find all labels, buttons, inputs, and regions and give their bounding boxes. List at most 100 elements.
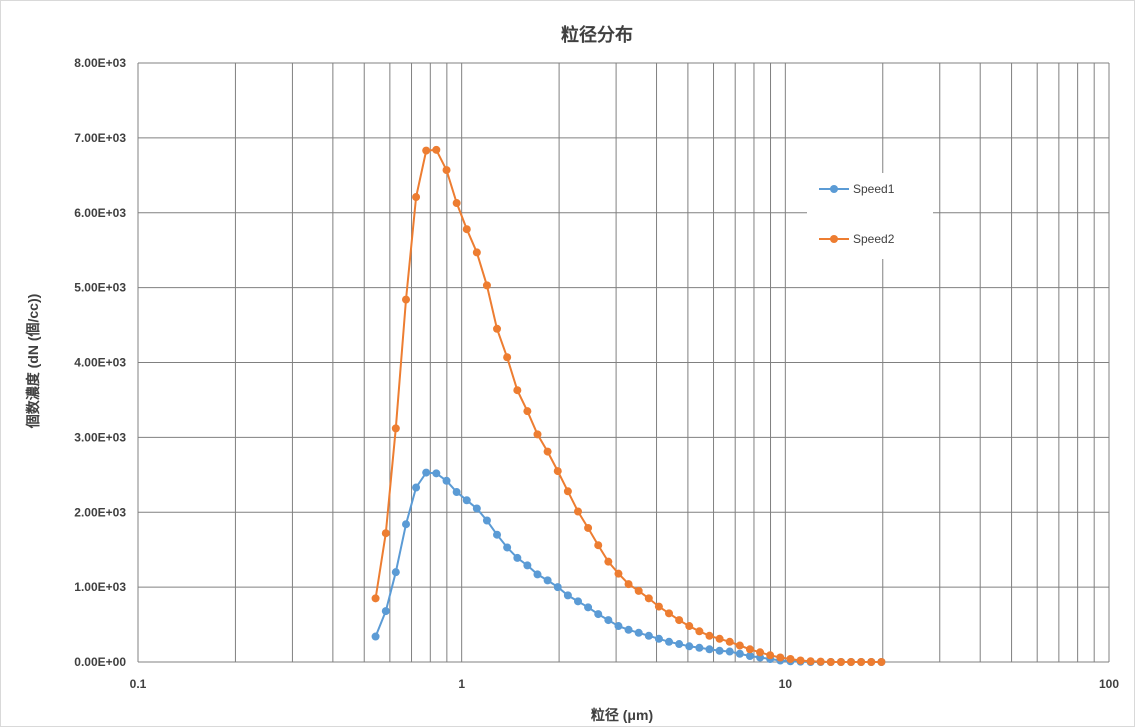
data-point (715, 646, 724, 655)
data-point (644, 594, 653, 603)
data-point (574, 507, 583, 516)
data-point (402, 295, 411, 304)
data-point (391, 568, 400, 577)
data-point (533, 570, 542, 579)
data-point (624, 580, 633, 589)
y-tick-label: 4.00E+03 (74, 356, 126, 370)
data-point (432, 469, 441, 478)
data-point (776, 653, 785, 662)
series-Speed2 (371, 145, 886, 666)
data-point (574, 597, 583, 606)
data-point (847, 658, 856, 666)
data-point (705, 631, 714, 640)
legend-item: Speed1 (819, 182, 895, 196)
data-point (735, 649, 744, 658)
data-point (654, 602, 663, 611)
data-point (472, 248, 481, 257)
legend-label: Speed2 (853, 232, 895, 246)
data-point (604, 616, 613, 625)
data-point (442, 166, 451, 175)
data-point (482, 516, 491, 525)
data-point (472, 504, 481, 513)
data-point (503, 543, 512, 552)
data-point (533, 430, 542, 439)
chart-title: 粒径分布 (561, 24, 633, 45)
y-tick-label: 8.00E+03 (74, 56, 126, 70)
y-tick-label: 7.00E+03 (74, 131, 126, 145)
data-point (381, 607, 390, 616)
data-point (654, 634, 663, 643)
data-point (786, 655, 795, 664)
grid (137, 62, 1110, 663)
data-point (624, 625, 633, 634)
data-point (412, 193, 421, 202)
data-point (634, 586, 643, 595)
data-point (584, 603, 593, 612)
data-point (422, 468, 431, 477)
axes: 0.00E+00 1.00E+03 2.00E+03 3.00E+03 4.00E+03… (74, 56, 1119, 691)
series-Speed1 (371, 468, 886, 666)
data-point (422, 146, 431, 155)
data-point (412, 483, 421, 492)
y-tick-label: 3.00E+03 (74, 430, 126, 444)
data-point (675, 616, 684, 625)
y-tick-label: 0.00E+00 (74, 655, 126, 669)
data-point (614, 569, 623, 578)
data-point (584, 523, 593, 532)
data-point (695, 643, 704, 652)
data-point (563, 487, 572, 496)
data-point (371, 594, 380, 603)
x-tick-label: 1 (458, 677, 465, 691)
data-point (442, 476, 451, 485)
data-point (725, 647, 734, 656)
data-point (614, 622, 623, 631)
legend-box (807, 173, 933, 259)
data-point (523, 561, 532, 570)
data-point (695, 627, 704, 636)
data-point (391, 424, 400, 433)
data-point (877, 658, 886, 666)
data-point (867, 658, 876, 666)
data-point (543, 447, 552, 456)
data-point (745, 652, 754, 661)
data-point (634, 628, 643, 637)
data-point (725, 637, 734, 646)
x-tick-label: 0.1 (130, 677, 147, 691)
data-point (462, 225, 471, 234)
data-point (604, 557, 613, 566)
y-tick-label: 6.00E+03 (74, 206, 126, 220)
data-point (523, 407, 532, 416)
data-point (503, 353, 512, 362)
data-point (857, 658, 866, 666)
data-point (806, 657, 815, 666)
data-point (402, 520, 411, 529)
y-axis-label: 個数濃度 (dN (個/cc)) (25, 294, 41, 430)
data-point (553, 583, 562, 592)
data-point (705, 645, 714, 654)
data-point (685, 622, 694, 631)
data-point (452, 488, 461, 497)
legend-label: Speed1 (853, 182, 895, 196)
y-tick-label: 1.00E+03 (74, 580, 126, 594)
legend-marker (830, 235, 838, 243)
data-point (543, 576, 552, 585)
x-tick-label: 10 (779, 677, 793, 691)
data-point (452, 199, 461, 208)
data-point (826, 658, 835, 666)
x-tick-label: 100 (1099, 677, 1119, 691)
data-point (594, 541, 603, 550)
data-point (513, 386, 522, 395)
data-point (675, 640, 684, 649)
y-tick-label: 5.00E+03 (74, 281, 126, 295)
data-point (685, 642, 694, 651)
y-tick-label: 2.00E+03 (74, 505, 126, 519)
data-point (665, 609, 674, 618)
legend-item: Speed2 (819, 232, 895, 246)
data-point (644, 631, 653, 640)
legend-marker (830, 185, 838, 193)
data-point (715, 634, 724, 643)
data-point (594, 610, 603, 619)
data-point (432, 145, 441, 154)
data-point (381, 529, 390, 538)
data-point (493, 530, 502, 539)
